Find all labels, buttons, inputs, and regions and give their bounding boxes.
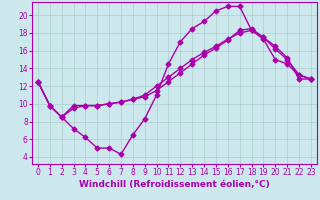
X-axis label: Windchill (Refroidissement éolien,°C): Windchill (Refroidissement éolien,°C) <box>79 180 270 189</box>
